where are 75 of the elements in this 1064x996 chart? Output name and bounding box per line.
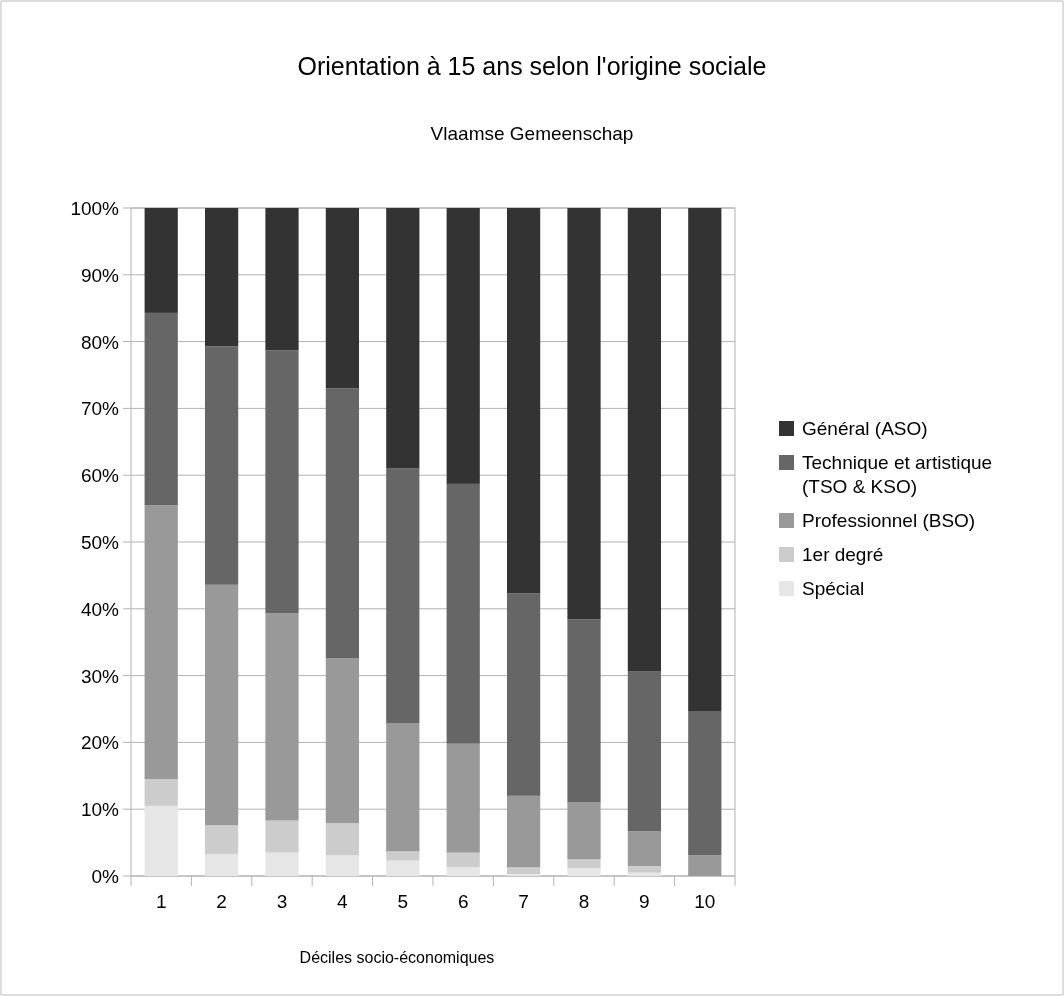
bar bbox=[325, 388, 360, 659]
legend-label: Spécial bbox=[802, 578, 865, 599]
x-tick-label: 10 bbox=[694, 891, 716, 912]
y-tick-label: 80% bbox=[80, 331, 120, 353]
bar bbox=[446, 208, 480, 484]
bar bbox=[325, 855, 360, 876]
bar bbox=[446, 852, 480, 868]
x-tick-label: 5 bbox=[397, 891, 409, 912]
bar bbox=[204, 853, 239, 876]
bar bbox=[325, 208, 360, 389]
bar bbox=[567, 802, 601, 860]
y-tick-label: 40% bbox=[80, 598, 120, 620]
bar bbox=[688, 208, 722, 712]
legend-label: 1er degré bbox=[802, 544, 884, 565]
x-tick-label: 4 bbox=[337, 891, 349, 912]
x-tick-label: 8 bbox=[578, 891, 590, 912]
bar bbox=[446, 483, 480, 744]
x-tick-label: 1 bbox=[155, 891, 167, 912]
bar bbox=[144, 208, 178, 313]
bar bbox=[144, 312, 178, 506]
y-tick-label: 0% bbox=[91, 866, 120, 887]
bar bbox=[567, 208, 601, 620]
bar bbox=[325, 658, 360, 824]
bar bbox=[627, 208, 662, 672]
x-tick-label: 3 bbox=[276, 891, 288, 912]
bar bbox=[567, 619, 601, 803]
bar bbox=[386, 208, 420, 469]
bar bbox=[204, 208, 239, 347]
bar bbox=[386, 723, 420, 852]
x-tick-label: 6 bbox=[457, 891, 469, 912]
legend-label: Technique et artistique (TSO & KSO) bbox=[802, 452, 993, 497]
x-tick-label: 9 bbox=[639, 891, 650, 912]
legend-label: Professionnel (BSO) bbox=[802, 510, 976, 531]
bar bbox=[144, 505, 178, 780]
bar bbox=[204, 825, 239, 854]
legend-label: Général (ASO) bbox=[802, 418, 928, 439]
bar bbox=[204, 584, 239, 826]
y-tick-label: 60% bbox=[80, 465, 120, 487]
bar bbox=[627, 831, 662, 866]
bar bbox=[567, 867, 601, 876]
bar bbox=[506, 795, 541, 868]
bar bbox=[386, 468, 420, 724]
y-tick-label: 10% bbox=[80, 799, 120, 821]
bar bbox=[446, 867, 480, 876]
chart-subtitle: Vlaamse Gemeenschap bbox=[430, 123, 634, 144]
bar bbox=[265, 852, 299, 876]
bar bbox=[144, 779, 178, 806]
bar bbox=[506, 593, 541, 796]
y-tick-label: 30% bbox=[80, 665, 120, 687]
bar bbox=[204, 346, 239, 585]
x-axis-title: Déciles socio-économiques bbox=[299, 949, 495, 966]
x-tick-label: 7 bbox=[518, 891, 529, 912]
bar bbox=[325, 823, 360, 856]
chart-title: Orientation à 15 ans selon l'origine sociale bbox=[297, 52, 767, 80]
bar bbox=[688, 711, 722, 856]
y-tick-label: 20% bbox=[80, 732, 120, 754]
y-tick-label: 90% bbox=[80, 264, 120, 286]
bar bbox=[627, 865, 662, 873]
y-tick-label: 70% bbox=[80, 398, 120, 420]
x-tick-label: 2 bbox=[216, 891, 227, 912]
bar bbox=[144, 805, 178, 876]
bar bbox=[627, 671, 662, 832]
bar bbox=[265, 613, 299, 821]
bar bbox=[506, 208, 541, 594]
y-tick-label: 100% bbox=[70, 198, 120, 219]
bar bbox=[265, 350, 299, 614]
bar bbox=[446, 743, 480, 853]
bar bbox=[265, 208, 299, 351]
bar bbox=[688, 855, 722, 876]
bar bbox=[386, 860, 420, 876]
bar bbox=[567, 859, 601, 868]
y-tick-label: 50% bbox=[80, 532, 120, 553]
bar bbox=[265, 820, 299, 853]
bar bbox=[386, 851, 420, 861]
bar bbox=[506, 867, 541, 874]
